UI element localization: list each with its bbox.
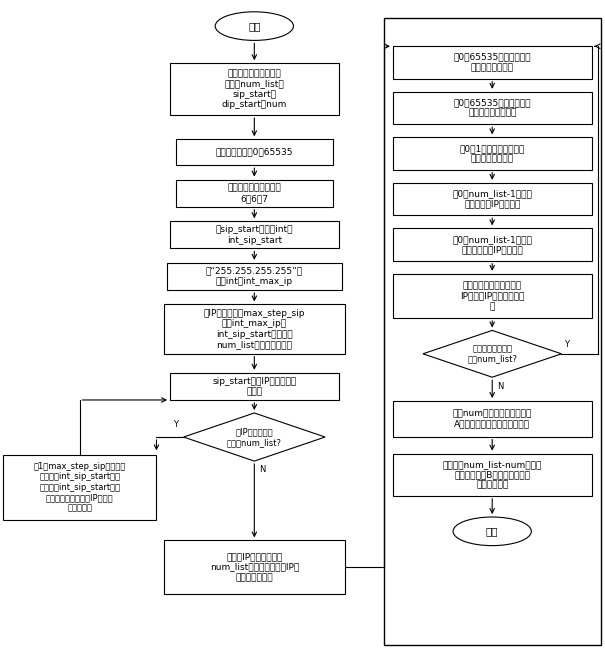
Text: 组成一条五元组，移除源
IP和目的IP列表中对应元
素: 组成一条五元组，移除源 IP和目的IP列表中对应元 素 xyxy=(460,281,525,311)
Text: 开始: 开始 xyxy=(248,21,261,31)
Text: 完成源IP列表构造（共
num_list个元素），目的IP列
表构造方法相同: 完成源IP列表构造（共 num_list个元素），目的IP列 表构造方法相同 xyxy=(210,552,299,582)
Text: Y: Y xyxy=(172,419,177,428)
Bar xyxy=(167,263,342,290)
Text: 升0～65535间的随机値确
定目的端口列表位置: 升0～65535间的随机値确 定目的端口列表位置 xyxy=(454,99,531,118)
Text: sip_start为源IP列表的第一
个元素: sip_start为源IP列表的第一 个元素 xyxy=(212,377,296,396)
Bar xyxy=(176,180,333,207)
Bar xyxy=(393,229,592,261)
Text: Y: Y xyxy=(564,340,569,349)
Text: 源IP列表元素个
数小于num_list?: 源IP列表元素个 数小于num_list? xyxy=(227,427,282,447)
Bar xyxy=(393,454,592,496)
Text: 将前num条五元组规则记为表
A，用作包过滤设备规则表配置: 将前num条五元组规则记为表 A，用作包过滤设备规则表配置 xyxy=(453,409,532,428)
Text: 源IP最大步进値max_step_sip
等于int_max_ip与
int_sip_start的差除以
num_list的结果向下取整: 源IP最大步进値max_step_sip 等于int_max_ip与 int_s… xyxy=(203,309,305,349)
Bar xyxy=(170,373,339,400)
Text: 结束: 结束 xyxy=(486,526,499,536)
Bar xyxy=(164,541,345,594)
Text: 升0～num_list-1间的随
机値确定源IP列表位置: 升0～num_list-1间的随 机値确定源IP列表位置 xyxy=(453,189,532,209)
Text: N: N xyxy=(259,465,266,474)
Bar xyxy=(393,274,592,318)
Text: 将“255.255.255.255”转
换为int型int_max_ip: 将“255.255.255.255”转 换为int型int_max_ip xyxy=(206,266,303,286)
Bar xyxy=(384,18,601,645)
Text: 升0～65535间的随机値确
定源端口列表位置: 升0～65535间的随机値确 定源端口列表位置 xyxy=(454,53,531,72)
Bar xyxy=(176,139,333,165)
Polygon shape xyxy=(423,330,561,377)
Bar xyxy=(393,92,592,124)
Text: N: N xyxy=(497,383,503,391)
Text: 向五元组生成脚本传入
参数：num_list、
sip_start、
dip_start、num: 向五元组生成脚本传入 参数：num_list、 sip_start、 dip_s… xyxy=(221,69,287,109)
Text: 生成的五元组条数
小于num_list?: 生成的五元组条数 小于num_list? xyxy=(467,344,517,364)
Text: 升0～num_list-1间的随
机値确定目的IP列表位置: 升0～num_list-1间的随 机値确定目的IP列表位置 xyxy=(453,235,532,254)
Text: 升1～max_step_sip间的随机
値，加上int_sip_start，用
结果替换int_sip_start，然
后转换为点分十进制IP，作为
第二个元素: 升1～max_step_sip间的随机 値，加上int_sip_start，用 … xyxy=(33,462,126,513)
Bar xyxy=(164,304,345,354)
Bar xyxy=(393,46,592,79)
Ellipse shape xyxy=(215,12,293,40)
Bar xyxy=(393,183,592,215)
Bar xyxy=(393,137,592,170)
Text: 将sip_start转换为int型
int_sip_start: 将sip_start转换为int型 int_sip_start xyxy=(215,225,293,244)
Bar xyxy=(393,401,592,437)
Text: 生成传输层协议列表：
6、6、7: 生成传输层协议列表： 6、6、7 xyxy=(227,183,281,203)
Text: 将剩下的num_list-num条五元
组规则记为表B，为包过滤设备
规则未命中表: 将剩下的num_list-num条五元 组规则记为表B，为包过滤设备 规则未命中… xyxy=(442,460,542,490)
Ellipse shape xyxy=(453,517,531,546)
Text: 生成端口列表：0～65535: 生成端口列表：0～65535 xyxy=(215,148,293,157)
Text: 升0～1间的随机値确定传
输层协议列表位置: 升0～1间的随机値确定传 输层协议列表位置 xyxy=(460,144,525,163)
Bar xyxy=(3,454,157,520)
Bar xyxy=(170,63,339,115)
Bar xyxy=(170,221,339,249)
Polygon shape xyxy=(183,413,325,461)
